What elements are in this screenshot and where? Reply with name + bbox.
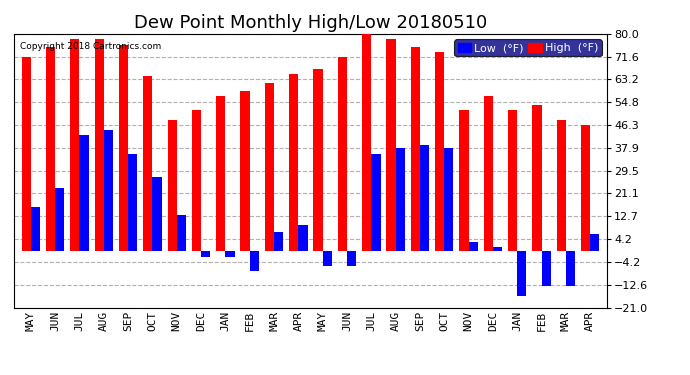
Title: Dew Point Monthly High/Low 20180510: Dew Point Monthly High/Low 20180510	[134, 14, 487, 32]
Bar	[337, 57, 347, 250]
Bar	[484, 96, 493, 250]
Bar	[152, 177, 161, 251]
Bar	[119, 45, 128, 251]
Bar	[144, 76, 152, 250]
Bar	[31, 207, 40, 251]
Bar	[395, 148, 405, 250]
Bar	[216, 96, 226, 250]
Legend: Low  (°F), High  (°F): Low (°F), High (°F)	[454, 39, 602, 56]
Bar	[168, 120, 177, 250]
Bar	[362, 34, 371, 251]
Bar	[313, 69, 323, 251]
Bar	[411, 47, 420, 251]
Bar	[46, 47, 55, 251]
Bar	[289, 74, 298, 250]
Bar	[386, 39, 395, 251]
Bar	[469, 242, 477, 250]
Bar	[532, 105, 542, 250]
Bar	[435, 52, 444, 250]
Bar	[298, 225, 308, 251]
Bar	[274, 232, 284, 251]
Bar	[55, 188, 64, 250]
Bar	[566, 251, 575, 286]
Bar	[201, 251, 210, 257]
Bar	[518, 251, 526, 296]
Bar	[128, 154, 137, 251]
Bar	[21, 57, 31, 250]
Bar	[240, 91, 250, 251]
Bar	[226, 251, 235, 257]
Bar	[79, 135, 89, 250]
Bar	[557, 120, 566, 250]
Bar	[323, 251, 332, 266]
Bar	[192, 110, 201, 251]
Bar	[542, 251, 551, 286]
Bar	[347, 251, 356, 266]
Bar	[177, 215, 186, 250]
Bar	[581, 125, 590, 251]
Bar	[590, 234, 600, 250]
Text: Copyright 2018 Cartronics.com: Copyright 2018 Cartronics.com	[20, 42, 161, 51]
Bar	[265, 83, 274, 251]
Bar	[104, 130, 113, 251]
Bar	[95, 39, 103, 251]
Bar	[493, 247, 502, 250]
Bar	[250, 251, 259, 271]
Bar	[444, 148, 453, 250]
Bar	[460, 110, 469, 251]
Bar	[508, 110, 518, 251]
Bar	[371, 154, 381, 251]
Bar	[420, 145, 429, 250]
Bar	[70, 39, 79, 251]
